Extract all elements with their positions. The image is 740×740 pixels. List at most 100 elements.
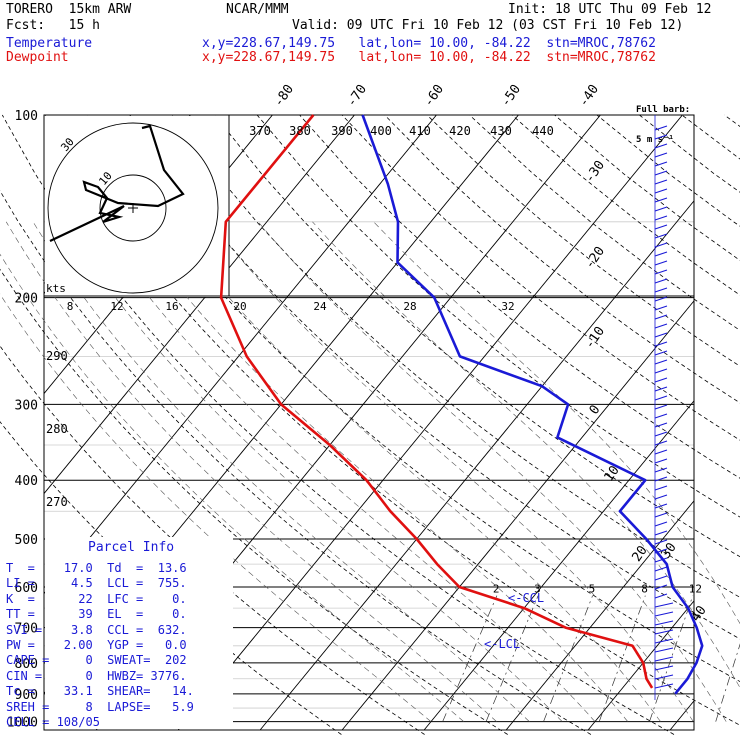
dry-adiabat [44,114,740,726]
wind-barb [654,215,668,221]
isotherm-label--20: -20 [582,244,608,272]
wind-barb [654,530,668,536]
series-line-dewpoint [219,114,654,689]
wind-barb [654,611,674,617]
wind-barb [654,323,668,329]
hodograph-axis-label-32: 32 [501,300,514,313]
dry-adiabat [1,114,675,735]
moist-adiabat [0,253,464,722]
isotherm-label--70: -70 [344,82,370,110]
parcel-info-row: SREH = 8 LAPSE= 5.9 [6,699,194,714]
wind-barb [654,440,668,446]
wind-barb [654,602,674,608]
isotherm [43,114,355,494]
moist-adiabat [93,221,596,722]
wind-barb [654,566,668,572]
hodograph-trace [49,124,185,242]
wind-barb [654,395,668,401]
temperature-label: Temperature [6,36,93,51]
wind-barb [654,404,668,410]
parcel-info-row: K = 22 LFC = 0. [6,591,187,606]
wind-barb [654,539,668,545]
wind-barb [654,521,668,527]
isotherm-label-10: 10 [601,463,622,484]
barb-legend: Full barb: 5 m s⁻¹ [636,85,690,155]
wind-barb [654,143,668,149]
wind-barb [654,575,668,581]
valid-time: Valid: 09 UTC Fri 10 Feb 12 (03 CST Fri … [292,18,684,33]
parcel-info-row: TT = 39 EL = 0. [6,607,187,622]
pressure-label-900: 900 [15,688,38,703]
wind-barb [654,620,674,626]
wind-barb [654,224,668,230]
mixing-ratio-line-12 [649,595,694,722]
parcel-info-row: PW = 2.00 YGP = 0.0 [6,638,187,652]
theta-label-left-290: 290 [46,349,68,363]
isotherm-label-20: 20 [629,543,650,564]
moist-adiabat [0,293,432,722]
dry-adiabat [384,114,740,404]
model-center: NCAR/MMM [226,2,289,17]
wind-barb [654,161,668,167]
mixing-ratio-line-20 [715,643,740,722]
mixing-ratio-label-12: 12 [689,583,702,596]
moist-adiabat [61,221,563,722]
wind-barb [654,557,668,563]
temperature-location: x,y=228.67,149.75 lat,lon= 10.00, -84.22… [202,36,656,51]
pressure-label-100: 100 [15,109,38,124]
wind-barb [654,179,668,185]
dry-adiabat [0,268,508,735]
isotherm-label-40: 40 [688,603,709,624]
moist-adiabat [5,221,497,722]
hodograph-bg [45,116,229,297]
series-line-temperature [361,114,704,695]
theta-label-400: 400 [370,124,392,138]
wind-barb [654,368,668,374]
pressure-label-400: 400 [15,474,38,489]
theta-label-390: 390 [331,124,353,138]
pressure-label-500: 500 [15,533,38,548]
wind-barb [654,314,668,320]
wind-barb [654,638,674,644]
wind-barb [654,422,668,428]
wind-barb [654,503,668,509]
wind-barb [654,656,674,662]
pressure-label-300: 300 [15,398,38,413]
moist-adiabat [209,221,694,722]
isotherm-label--30: -30 [582,158,608,186]
hodograph-axis-label-24: 24 [313,300,327,313]
wind-barb [654,341,668,347]
wind-barb [654,350,668,356]
theta-label-420: 420 [449,124,471,138]
wind-barb [654,665,674,671]
isotherm [505,500,695,731]
wind-barb [654,548,668,554]
barb-legend-line2: 5 m s⁻¹ [636,135,674,145]
isotherm-label--10: -10 [582,324,608,352]
mixing-ratio-label-3: 3 [534,583,541,596]
parcel-info-row: CAPE = 0 SWEAT= 202 [6,653,187,668]
lcl-annotation: <-LCL [484,637,520,651]
pressure-label-600: 600 [15,581,38,596]
wind-barb [654,386,668,392]
dewpoint-location: x,y=228.67,149.75 lat,lon= 10.00, -84.22… [202,50,656,65]
isotherm [177,114,683,731]
dry-adiabat [256,114,740,518]
wind-barb [654,269,668,275]
wind-barb [654,260,668,266]
parcel-info-row: T = 17.0 Td = 13.6 [6,561,187,575]
theta-label-430: 430 [490,124,512,138]
parcel-info-row: CELL = 108/05 [6,715,100,729]
pressure-label-1000: 1000 [7,716,38,731]
wind-barb [654,233,668,239]
dry-adiabat [171,114,740,598]
wind-barb [654,359,668,365]
dry-adiabat [639,114,740,193]
isotherm-label--50: -50 [498,82,524,110]
isotherm-label-30: 30 [658,540,679,561]
hodograph-axis-label-16: 16 [165,300,178,313]
wind-barb [654,413,668,419]
isotherm [669,700,695,731]
parcel-info-row: Tc = 33.1 SHEAR= 14. [6,684,194,699]
wind-barb [654,674,674,680]
